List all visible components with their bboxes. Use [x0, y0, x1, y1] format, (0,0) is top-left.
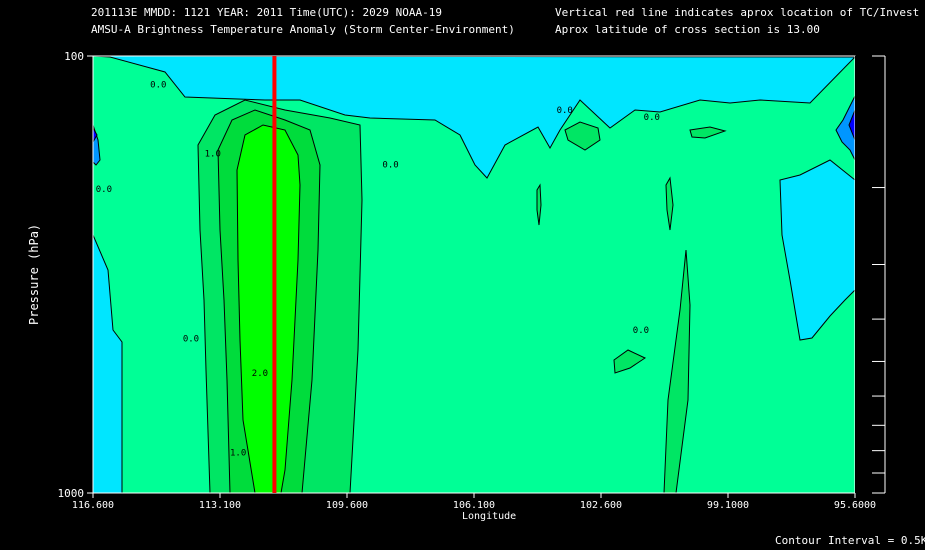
x-tick-label: 106.100 [453, 500, 495, 511]
header-latitude-note: Aprox latitude of cross section is 13.00 [555, 23, 820, 36]
contour-label: 0.0 [183, 334, 199, 344]
contour-label: 0.0 [150, 80, 166, 90]
y-axis-label: Pressure (hPa) [27, 223, 41, 325]
contour-label: 0.0 [382, 161, 398, 171]
header-product-info: 201113E MMDD: 1121 YEAR: 2011 Time(UTC):… [91, 6, 442, 19]
chart-title: AMSU-A Brightness Temperature Anomaly (S… [91, 23, 515, 36]
contour-region-top-low [92, 55, 857, 179]
contour-region-spike-2 [536, 183, 542, 226]
x-tick-label: 95.6000 [834, 500, 876, 511]
contour-region-patch-2 [689, 126, 727, 139]
contour-label: 0.0 [633, 326, 649, 336]
x-tick-label: 102.600 [580, 500, 622, 511]
y-tick-label: 100 [64, 50, 84, 63]
contour-region-column-right [663, 249, 691, 494]
contour-label: 1.0 [230, 448, 246, 458]
contour-region-patch-3 [613, 349, 647, 374]
contour-region-patch-1 [564, 121, 601, 151]
contour-label: 0.0 [96, 185, 112, 195]
contour-region-right-neg [835, 95, 856, 161]
contour-region-right-low [779, 56, 856, 493]
x-tick-label: 109.600 [326, 500, 368, 511]
contour-label: 0.0 [644, 113, 660, 123]
y-tick-label: 1000 [58, 487, 85, 500]
right-margin-strip [855, 56, 886, 493]
x-tick-label: 99.1000 [707, 500, 749, 511]
contour-interval-note: Contour Interval = 0.5K [775, 534, 925, 547]
contour-label: 0.0 [557, 106, 573, 116]
x-axis-label: Longitude [462, 511, 517, 522]
contour-label: 2.0 [252, 369, 268, 379]
header-storm-line-note: Vertical red line indicates aprox locati… [555, 6, 920, 19]
contour-label: 1.0 [205, 150, 221, 160]
x-tick-label: 113.100 [199, 500, 241, 511]
x-tick-label: 116.600 [72, 500, 114, 511]
contour-region-spike-1 [665, 176, 674, 231]
contour-region-storm-3 [236, 124, 301, 494]
